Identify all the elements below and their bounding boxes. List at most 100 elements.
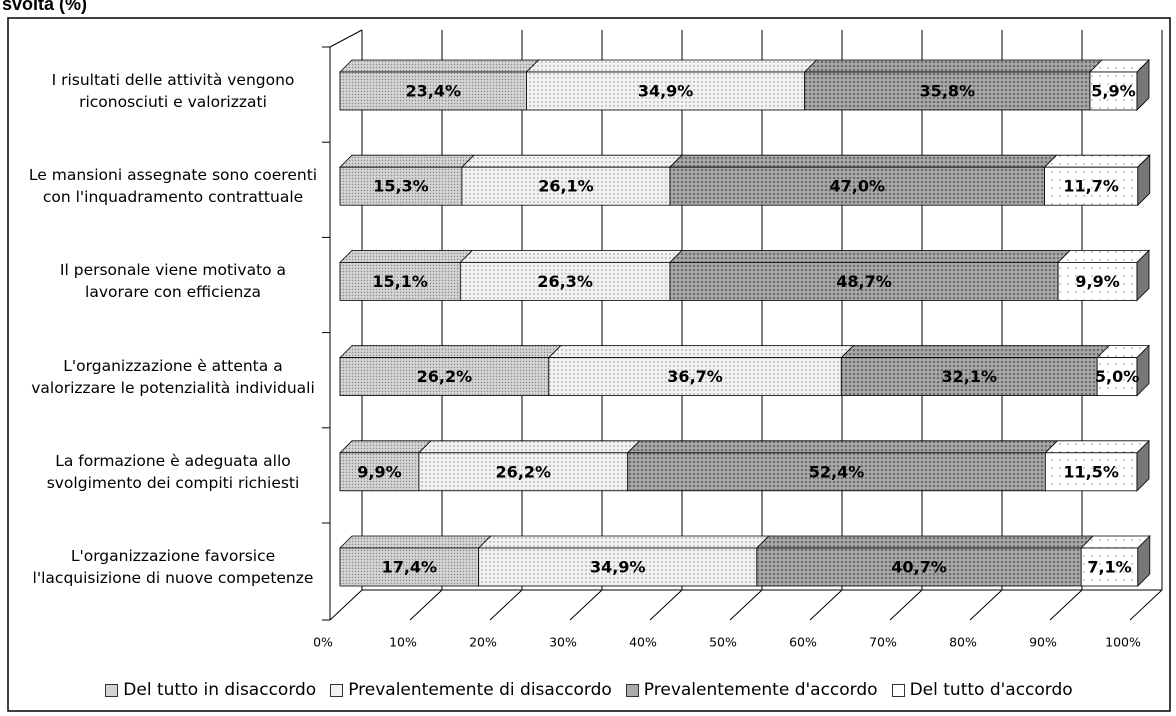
bar — [756, 547, 1082, 587]
floor-line — [1129, 589, 1163, 621]
category-label: Le mansioni assegnate sono coerenti con … — [18, 141, 318, 231]
floor-line — [569, 589, 603, 621]
legend-swatch — [891, 683, 905, 697]
floor-line — [969, 589, 1003, 621]
x-tick-label: 90% — [1029, 635, 1057, 650]
x-tick-label: 10% — [389, 635, 417, 650]
bar-top — [1057, 249, 1150, 263]
category-text: L'organizzazione favorsice l'lacquisizio… — [32, 547, 314, 587]
data-label: 5,9% — [1091, 82, 1135, 101]
legend-label: Del tutto in disaccordo — [123, 680, 317, 700]
bar-top — [755, 535, 1095, 549]
data-label: 15,3% — [373, 177, 429, 196]
category-label: Il personale viene motivato a lavorare c… — [18, 236, 318, 326]
bar-top — [339, 345, 562, 359]
bar — [1089, 71, 1138, 111]
legend-item: Prevalentemente di disaccordo — [330, 680, 612, 700]
category-text: Il personale viene motivato a lavorare c… — [59, 261, 287, 302]
bar-top — [1043, 154, 1151, 168]
bar-top — [339, 535, 492, 549]
x-tick-label: 60% — [789, 635, 817, 650]
data-label: 34,9% — [638, 82, 694, 101]
data-label: 9,9% — [357, 462, 401, 481]
x-tick-label: 20% — [469, 635, 497, 650]
bar — [339, 452, 420, 492]
bar-top — [417, 440, 641, 454]
legend: Del tutto in disaccordo Prevalentemente d… — [8, 680, 1170, 700]
bar-top — [339, 59, 540, 73]
data-label: 23,4% — [405, 82, 461, 101]
bar — [339, 166, 463, 206]
chart-frame — [7, 17, 1171, 712]
category-text: L'organizzazione è attenta a valorizzare… — [31, 356, 315, 397]
left-wall-top — [329, 29, 363, 48]
category-text: I risultati delle attività vengono ricon… — [51, 71, 295, 111]
data-label: 26,2% — [496, 462, 552, 481]
data-label: 52,4% — [809, 462, 865, 481]
bar — [339, 357, 550, 397]
x-tick-label: 40% — [629, 635, 657, 650]
data-label: 26,2% — [417, 367, 473, 386]
bar-top — [1044, 440, 1150, 454]
bar — [339, 71, 527, 111]
floor-line — [809, 589, 843, 621]
data-label: 40,7% — [891, 558, 947, 577]
bar-side — [1136, 59, 1150, 111]
data-label: 17,4% — [382, 558, 438, 577]
data-label: 35,8% — [920, 82, 976, 101]
category-text: La formazione è adeguata allo svolgiment… — [46, 451, 300, 492]
bar — [461, 166, 671, 206]
bar-top — [626, 440, 1059, 454]
bar-top — [803, 59, 1103, 73]
x-tick-label: 0% — [313, 635, 333, 650]
data-label: 5,0% — [1095, 367, 1139, 386]
floor-line — [1049, 589, 1083, 621]
floor-line — [649, 589, 683, 621]
floor-line — [329, 589, 363, 621]
bar-top — [339, 154, 475, 168]
x-tick-label: 70% — [869, 635, 897, 650]
legend-swatch — [105, 683, 119, 697]
data-label: 32,1% — [941, 367, 997, 386]
bar — [459, 261, 671, 301]
bar — [840, 357, 1098, 397]
x-tick-label: 80% — [949, 635, 977, 650]
bar — [526, 71, 806, 111]
bar-top — [840, 345, 1111, 359]
legend-swatch — [625, 683, 639, 697]
bar-side — [1137, 535, 1151, 587]
bar — [804, 71, 1091, 111]
bar-top — [668, 249, 1072, 263]
data-label: 11,5% — [1063, 462, 1119, 481]
bar — [339, 261, 461, 301]
data-label: 26,3% — [537, 272, 593, 291]
bar — [478, 547, 758, 587]
bar-top — [668, 154, 1058, 168]
bar-top — [525, 59, 818, 73]
bar-top — [460, 154, 683, 168]
data-label: 36,7% — [667, 367, 723, 386]
legend-item: Del tutto d'accordo — [891, 680, 1073, 700]
data-label: 11,7% — [1063, 177, 1119, 196]
data-label: 15,1% — [372, 272, 428, 291]
legend-label: Prevalentemente d'accordo — [643, 680, 878, 700]
category-label: I risultati delle attività vengono ricon… — [18, 46, 318, 136]
category-label: L'organizzazione favorsice l'lacquisizio… — [18, 522, 318, 612]
legend-swatch — [330, 683, 344, 697]
legend-item: Prevalentemente d'accordo — [625, 680, 878, 700]
bar-side — [1136, 344, 1150, 397]
legend-label: Del tutto d'accordo — [909, 680, 1073, 700]
bar — [1057, 261, 1138, 301]
legend-item: Del tutto in disaccordo — [105, 680, 316, 700]
chart-title: svolta (%) — [2, 0, 88, 14]
bar-side — [1136, 249, 1150, 302]
x-tick-label: 30% — [549, 635, 577, 650]
legend-label: Prevalentemente di disaccordo — [348, 680, 612, 700]
data-label: 7,1% — [1087, 558, 1131, 577]
bar-top — [477, 535, 770, 549]
bar — [418, 452, 629, 492]
bar — [548, 357, 842, 397]
data-label: 26,1% — [538, 177, 594, 196]
bar-top — [339, 249, 474, 263]
